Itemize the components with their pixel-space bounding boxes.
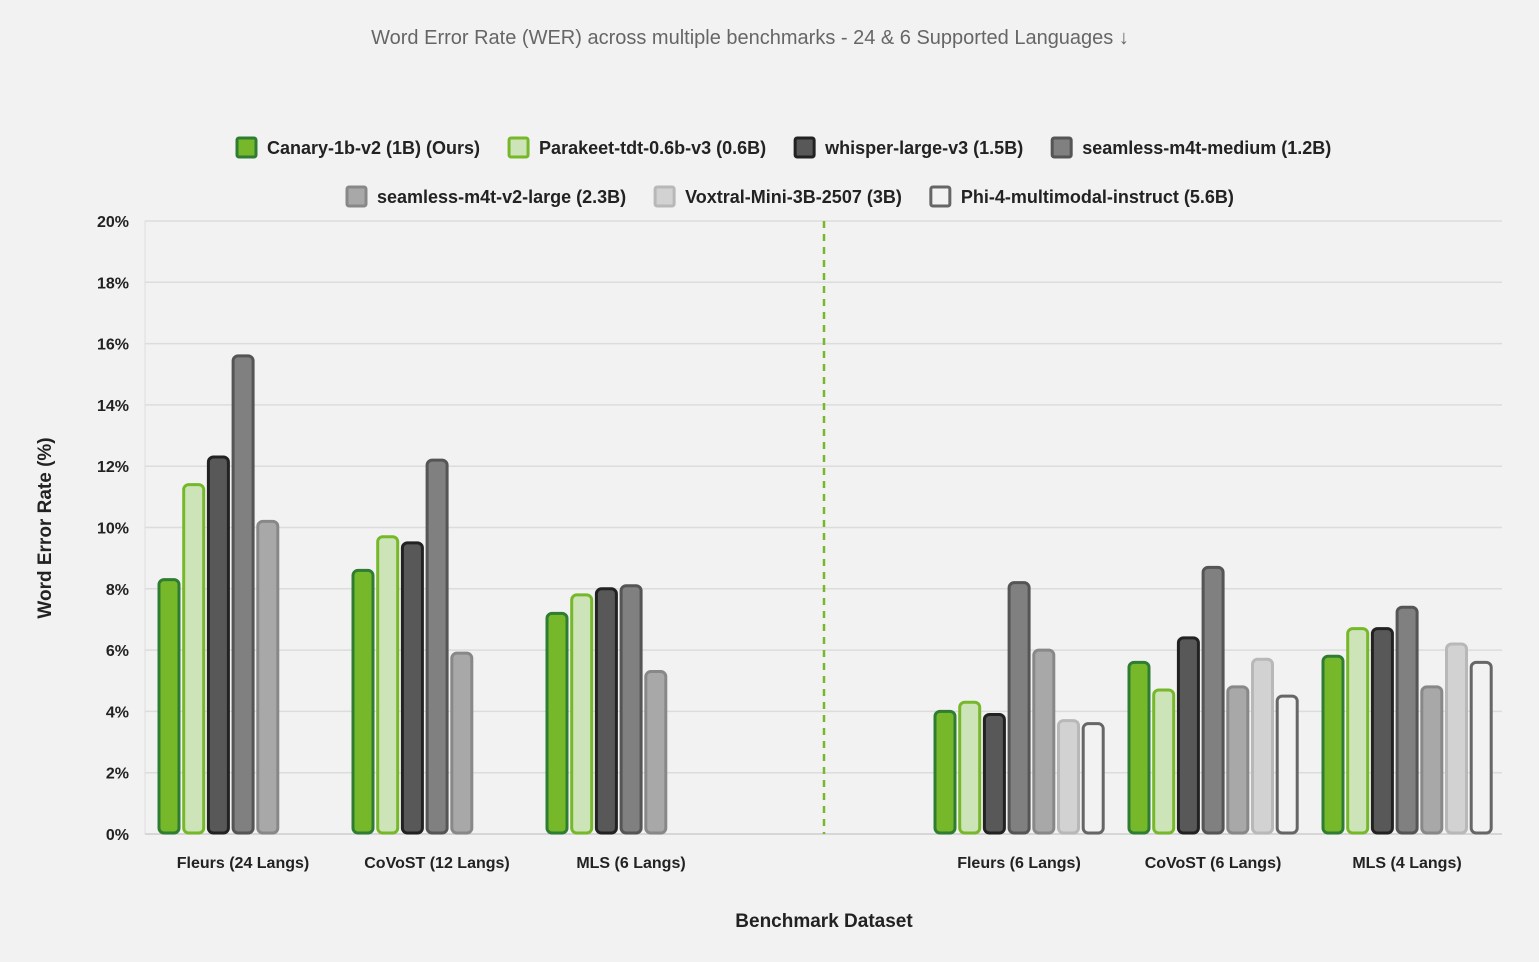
bar-1-2 xyxy=(570,593,594,835)
bar-4-2 xyxy=(644,670,668,835)
legend-item[interactable]: seamless-m4t-v2-large (2.3B) xyxy=(377,187,626,207)
bar-2-4 xyxy=(1176,636,1200,835)
x-tick-label: CoVoST (12 Langs) xyxy=(364,855,510,872)
legend-item[interactable]: whisper-large-v3 (1.5B) xyxy=(824,138,1023,158)
y-tick-label: 18% xyxy=(97,275,129,292)
bar-1-3 xyxy=(958,700,982,835)
bar-6-4 xyxy=(1275,694,1299,835)
bar-2-1 xyxy=(400,541,424,835)
x-tick-label: MLS (6 Langs) xyxy=(576,855,685,872)
legend-item[interactable]: Voxtral-Mini-3B-2507 (3B) xyxy=(685,187,902,207)
bar-0-5 xyxy=(1321,654,1345,835)
bar-5-3 xyxy=(1057,719,1080,835)
bar-0-2 xyxy=(545,611,569,835)
y-tick-label: 16% xyxy=(97,337,129,354)
bar-5-4 xyxy=(1251,657,1274,835)
bar-2-0 xyxy=(206,455,230,835)
legend-item[interactable]: seamless-m4t-medium (1.2B) xyxy=(1082,138,1331,158)
bar-3-3 xyxy=(1007,581,1031,835)
legend-swatch xyxy=(793,136,816,159)
y-tick-label: 10% xyxy=(97,521,129,538)
bar-0-4 xyxy=(1127,660,1151,835)
bar-0-3 xyxy=(933,709,957,835)
y-tick-label: 8% xyxy=(106,582,129,599)
legend-swatch xyxy=(345,185,368,208)
y-axis-label: Word Error Rate (%) xyxy=(35,437,56,618)
bar-3-0 xyxy=(231,354,255,835)
bar-0-0 xyxy=(157,578,181,835)
x-tick-label: Fleurs (6 Langs) xyxy=(957,855,1081,872)
x-tick-label: CoVoST (6 Langs) xyxy=(1145,855,1282,872)
bar-1-4 xyxy=(1152,688,1176,835)
y-tick-label: 12% xyxy=(97,459,129,476)
bar-6-3 xyxy=(1081,722,1105,835)
legend-swatch xyxy=(653,185,676,208)
legend-item[interactable]: Canary-1b-v2 (1B) (Ours) xyxy=(267,138,480,158)
x-axis-label: Benchmark Dataset xyxy=(735,911,913,932)
y-tick-label: 2% xyxy=(106,766,129,783)
x-tick-label: Fleurs (24 Langs) xyxy=(177,855,309,872)
bar-1-5 xyxy=(1346,627,1370,835)
bar-6-5 xyxy=(1469,660,1493,835)
bar-4-1 xyxy=(450,651,474,835)
bar-3-4 xyxy=(1201,565,1225,835)
y-tick-label: 6% xyxy=(106,643,129,660)
y-tick-label: 14% xyxy=(97,398,129,415)
bar-0-1 xyxy=(351,568,375,835)
bar-5-5 xyxy=(1445,642,1468,835)
legend-item[interactable]: Phi-4-multimodal-instruct (5.6B) xyxy=(961,187,1234,207)
bar-2-5 xyxy=(1370,627,1394,835)
y-tick-label: 0% xyxy=(106,827,129,844)
legend-swatch xyxy=(235,136,258,159)
grid: 0% 2% 4% 6% 8% 10% 12% 14% 16% 18% 20% xyxy=(97,214,1502,844)
bar-2-2 xyxy=(594,587,618,835)
bar-1-0 xyxy=(182,483,206,835)
bar-4-5 xyxy=(1420,685,1444,835)
y-tick-label: 4% xyxy=(106,704,129,721)
legend-item[interactable]: Parakeet-tdt-0.6b-v3 (0.6B) xyxy=(539,138,766,158)
bar-4-0 xyxy=(256,519,280,835)
bar-3-2 xyxy=(619,584,643,835)
legend: Canary-1b-v2 (1B) (Ours) Parakeet-tdt-0.6… xyxy=(235,136,1331,208)
legend-swatch xyxy=(507,136,530,159)
chart-title: Word Error Rate (WER) across multiple be… xyxy=(371,27,1129,49)
bar-3-1 xyxy=(425,458,449,835)
bars xyxy=(157,354,1493,835)
bar-4-4 xyxy=(1226,685,1250,835)
legend-swatch xyxy=(929,185,952,208)
legend-swatch xyxy=(1050,136,1073,159)
bar-3-5 xyxy=(1395,605,1419,835)
x-tick-labels: Fleurs (24 Langs) CoVoST (12 Langs) MLS (6… xyxy=(177,855,1462,872)
x-tick-label: MLS (4 Langs) xyxy=(1352,855,1461,872)
bar-4-3 xyxy=(1032,648,1056,835)
bar-2-3 xyxy=(982,712,1006,835)
bar-1-1 xyxy=(376,535,400,835)
y-tick-label: 20% xyxy=(97,214,129,231)
